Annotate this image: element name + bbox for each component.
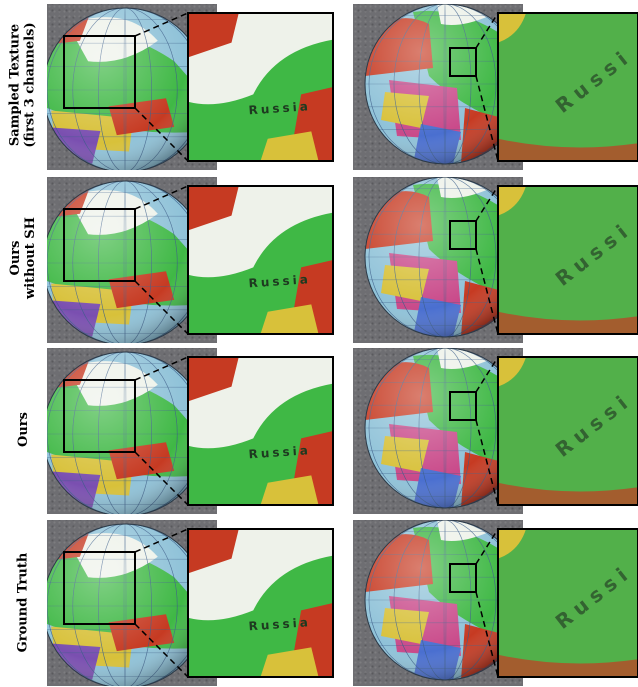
zoom-red [188,357,239,402]
zoom-frame [187,356,334,506]
globe-shading [365,4,523,164]
zoom-land [498,529,638,677]
globe-edge [364,348,523,509]
selection-box [449,391,477,421]
globe-edge [364,4,523,165]
left-zoom-inset: Russia [187,185,334,335]
right-zoom-inset: Russi [497,185,638,335]
zoom-red [188,529,239,574]
selection-box [449,220,477,250]
zoom-connector [134,185,189,210]
zoom-frame [187,185,334,335]
left-globe-figure [47,351,208,514]
zoom-yellow [498,529,526,559]
zoom-connector [475,75,499,162]
left-zoom-inset: Russia [187,12,334,162]
zoom-map-label: Russia [248,272,311,290]
zoom-yellow [260,131,319,161]
zoom-land [498,357,638,505]
zoom-frame [497,185,638,335]
globe-edge [364,177,523,338]
zoom-red [188,186,239,231]
zoom-connector [475,356,499,393]
zoom-connector [134,12,189,37]
globe-shading [47,524,207,686]
zoom-connector [134,107,189,162]
left-zoom-inset: Russia [187,528,334,678]
zoom-frame [497,12,638,162]
zoom-yellow [260,475,319,505]
zoom-yellow [498,186,526,216]
zoom-connector [134,623,189,678]
globe [365,4,523,164]
zoom-red [498,654,638,677]
zoom-connector [134,356,189,381]
right-globe-figure [364,177,523,338]
right-zoom-inset: Russi [497,12,638,162]
zoom-map-label: Russia [248,99,311,117]
left-globe-figure [47,180,208,343]
zoom-connector [134,280,189,335]
zoom-frame [497,356,638,506]
selection-box [449,47,477,77]
globe-edge [364,520,523,681]
right-globe-panel [353,4,523,170]
zoom-frame [497,528,638,678]
zoom-red [188,13,239,58]
globe-shading [47,352,207,514]
zoom-yellow [498,357,526,387]
globe [365,177,523,337]
right-globe-panel [353,177,523,343]
zoom-connector [475,528,499,565]
globe-shading [365,520,523,680]
zoom-connector [475,12,499,49]
zoom-red [498,138,638,161]
zoom-map-label: Russia [248,615,311,633]
zoom-land [498,13,638,161]
right-zoom-inset: Russi [497,528,638,678]
zoom-connector [475,185,499,222]
selection-box [63,35,136,109]
zoom-connector [475,419,499,506]
selection-box [63,208,136,282]
zoom-yellow [260,304,319,334]
zoom-connector [475,248,499,335]
selection-box [449,563,477,593]
zoom-yellow [260,647,319,677]
zoom-connector [475,591,499,678]
globe-shading [47,8,207,170]
zoom-connector [134,451,189,506]
zoom-yellow [498,13,526,43]
globe-shading [365,177,523,337]
globe-shading [365,348,523,508]
zoom-red [498,482,638,505]
zoom-red [498,311,638,334]
globe-shading [47,181,207,343]
selection-box [63,551,136,625]
zoom-connector [134,528,189,553]
left-zoom-inset: Russia [187,356,334,506]
selection-box [63,379,136,453]
zoom-frame [187,12,334,162]
right-globe-figure [364,4,523,165]
globe [47,181,207,343]
right-zoom-inset: Russi [497,356,638,506]
zoom-land [498,186,638,334]
zoom-map-label: Russia [248,443,311,461]
zoom-frame [187,528,334,678]
